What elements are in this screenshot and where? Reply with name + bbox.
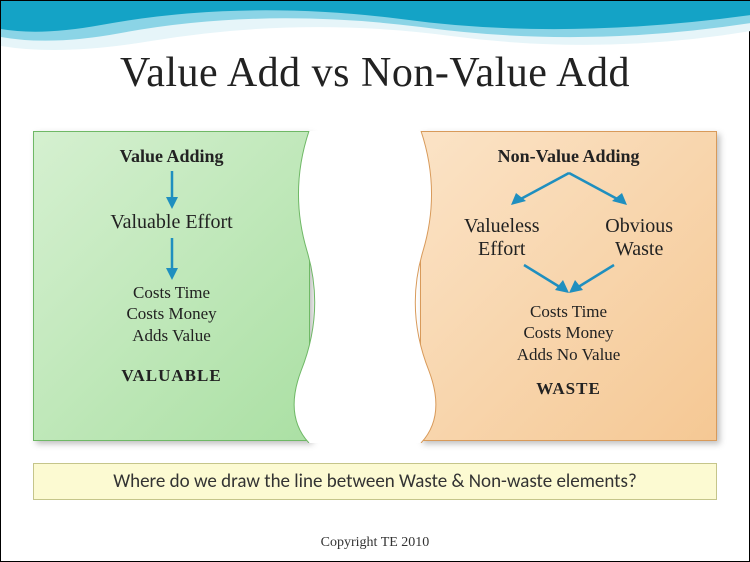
value-adding-panel: Value Adding Valuable Effort Costs Time … <box>33 131 310 441</box>
arrow-down-icon <box>162 236 182 280</box>
left-panel-heading: Value Adding <box>44 146 299 167</box>
slide-title: Value Add vs Non-Value Add <box>1 49 749 97</box>
non-value-adding-panel: Non-Value Adding Valueless Effort Obviou… <box>420 131 717 441</box>
left-panel-cost-line: Adds Value <box>44 325 299 346</box>
right-panel-split-nodes: Valueless Effort Obvious Waste <box>431 215 706 261</box>
left-panel-cost-line: Costs Time <box>44 282 299 303</box>
copyright-text: Copyright TE 2010 <box>1 535 749 551</box>
panel-wave-edge-icon <box>279 131 339 443</box>
panels-container: Value Adding Valuable Effort Costs Time … <box>33 131 717 441</box>
right-panel-cost-line: Adds No Value <box>431 344 706 365</box>
left-panel-footer: VALUABLE <box>44 366 299 386</box>
left-panel-cost-line: Costs Money <box>44 303 299 324</box>
arrow-merge-icon <box>469 263 669 299</box>
node-text-line: Valueless <box>464 215 540 238</box>
panel-wave-edge-icon <box>391 131 451 443</box>
right-panel-heading: Non-Value Adding <box>431 146 706 167</box>
right-panel-footer: WASTE <box>431 379 706 399</box>
right-panel-node-left: Valueless Effort <box>464 215 540 261</box>
question-bar: Where do we draw the line between Waste … <box>33 463 717 500</box>
arrow-down-icon <box>162 169 182 209</box>
node-text-line: Waste <box>605 238 673 261</box>
right-panel-cost-line: Costs Money <box>431 322 706 343</box>
node-text-line: Obvious <box>605 215 673 238</box>
arrow-split-icon <box>469 169 669 211</box>
right-panel-cost-line: Costs Time <box>431 301 706 322</box>
node-text-line: Effort <box>464 238 540 261</box>
left-panel-node: Valuable Effort <box>44 211 299 234</box>
right-panel-node-right: Obvious Waste <box>605 215 673 261</box>
